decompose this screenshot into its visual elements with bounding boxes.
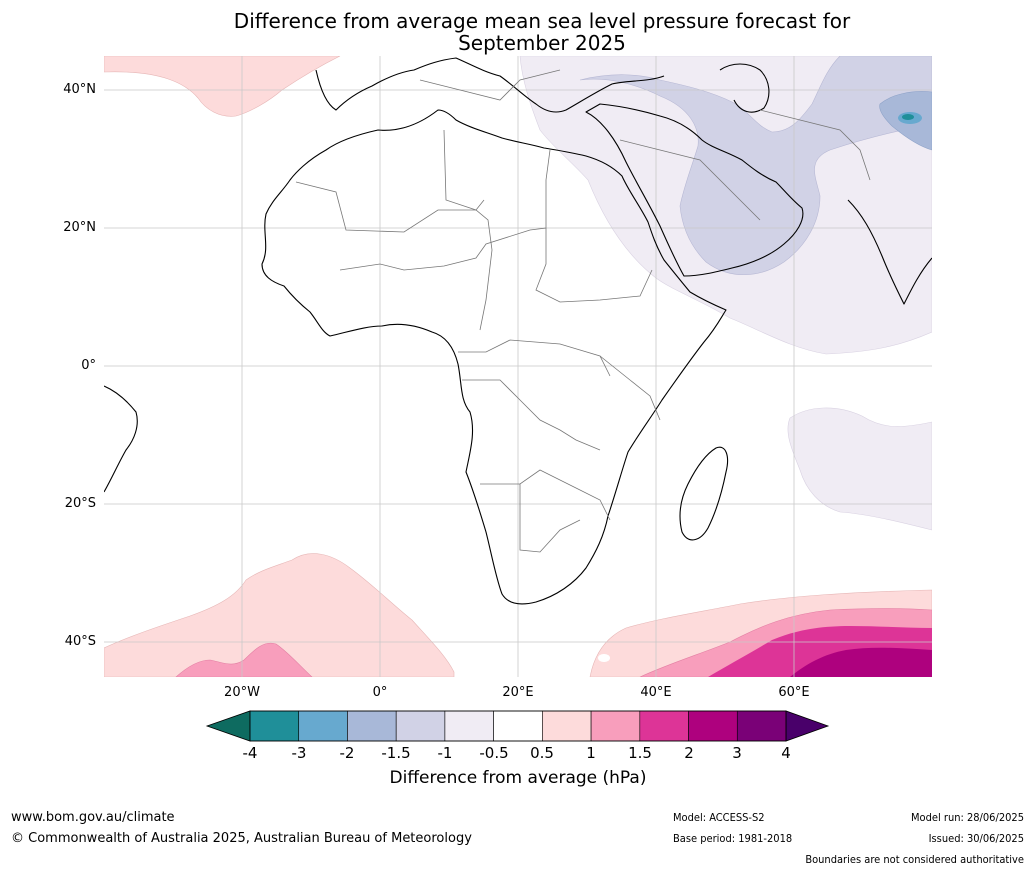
colorbar-tick-label: 1 xyxy=(586,744,596,762)
lon-label-20w: 20°W xyxy=(224,685,260,700)
colorbar-bins xyxy=(249,710,787,742)
anomaly-region-south-atlantic xyxy=(104,553,455,677)
colorbar-max-extension xyxy=(785,710,830,742)
anomaly-shading xyxy=(104,56,932,677)
colorbar xyxy=(205,710,830,742)
colorbar-bin xyxy=(688,710,738,742)
map-area xyxy=(104,56,932,677)
colorbar-bin xyxy=(736,710,787,742)
copyright-text: © Commonwealth of Australia 2025, Austra… xyxy=(11,831,472,846)
colorbar-bin xyxy=(493,710,543,742)
border-iran-afghanistan xyxy=(759,109,871,181)
coastline-arabia xyxy=(585,103,804,277)
colorbar-bin xyxy=(590,710,641,742)
colorbar-tick-label: 3 xyxy=(732,744,742,762)
border-east-africa xyxy=(599,355,661,421)
lat-label-20s: 20°S xyxy=(64,496,96,511)
coastline-black-sea-caspian xyxy=(719,63,770,113)
lat-label-40s: 40°S xyxy=(64,634,96,649)
lat-label-20n: 20°N xyxy=(63,220,96,235)
lat-label-40n: 40°N xyxy=(63,82,96,97)
coastline-south-america xyxy=(104,385,138,493)
colorbar-bin xyxy=(249,710,300,742)
coastline-africa xyxy=(261,109,727,605)
model-name: Model: ACCESS-S2 xyxy=(673,811,765,824)
lon-label-60e: 60°E xyxy=(778,685,810,700)
issued-date: Issued: 30/06/2025 xyxy=(928,832,1024,845)
colorbar-title: Difference from average (hPa) xyxy=(389,768,647,788)
page-title: Difference from average mean sea level p… xyxy=(100,10,984,54)
coastline-europe xyxy=(315,57,665,113)
website-link[interactable]: www.bom.gov.au/climate xyxy=(11,810,175,825)
border-sahel xyxy=(339,149,551,271)
lon-label-0: 0° xyxy=(372,685,388,700)
colorbar-bin xyxy=(395,710,446,742)
title-line-1: Difference from average mean sea level p… xyxy=(233,9,851,33)
colorbar-tick-label: 4 xyxy=(781,744,791,762)
border-middle-east xyxy=(619,139,761,221)
colorbar-tick-label: -3 xyxy=(291,744,307,762)
colorbar-bin xyxy=(444,710,494,742)
colorbar-tick-label: -1 xyxy=(437,744,453,762)
colorbar-bin xyxy=(298,710,348,742)
anomaly-region-south-atlantic-strong xyxy=(175,642,313,677)
colorbar-outline xyxy=(249,710,787,742)
colorbar-tick-label: 1.5 xyxy=(628,744,652,762)
colorbar-min-extension xyxy=(205,710,251,742)
colorbar-tick-label: -0.5 xyxy=(479,744,509,762)
colorbar-tick-label: -2 xyxy=(339,744,355,762)
anomaly-region-north-atlantic xyxy=(104,56,341,117)
base-period: Base period: 1981-2018 xyxy=(673,832,793,845)
anomaly-region-himalaya-peak xyxy=(902,114,914,120)
boundary-disclaimer: Boundaries are not considered authoritat… xyxy=(805,853,1024,866)
colorbar-bin xyxy=(542,710,592,742)
anomaly-region-mideast-medium xyxy=(579,56,932,276)
colorbar-tick-label: -4 xyxy=(242,744,258,762)
lon-label-20e: 20°E xyxy=(502,685,534,700)
anomaly-region-small-island xyxy=(598,654,610,662)
country-borders xyxy=(295,69,871,553)
model-run-date: Model run: 28/06/2025 xyxy=(911,811,1024,824)
title-line-2: September 2025 xyxy=(458,31,626,55)
colorbar-tick-label: 0.5 xyxy=(530,744,554,762)
colorbar-tick-label: -1.5 xyxy=(381,744,411,762)
border-central-north xyxy=(443,129,493,331)
coastline-madagascar xyxy=(679,446,729,541)
border-east-sahel xyxy=(535,228,653,303)
colorbar-bin xyxy=(347,710,397,742)
coastlines xyxy=(104,57,932,605)
border-namibia-botswana xyxy=(519,484,581,553)
colorbar-bin xyxy=(639,710,689,742)
anomaly-region-south-indian xyxy=(787,407,932,531)
border-congo-basin xyxy=(462,379,601,451)
border-southern-europe xyxy=(419,69,561,101)
coastline-india xyxy=(847,199,932,305)
lat-label-equator: 0° xyxy=(81,358,96,373)
colorbar-tick-label: 2 xyxy=(684,744,694,762)
lon-label-40e: 40°E xyxy=(640,685,672,700)
anomaly-region-southern-ocean-band-4 xyxy=(790,647,932,677)
